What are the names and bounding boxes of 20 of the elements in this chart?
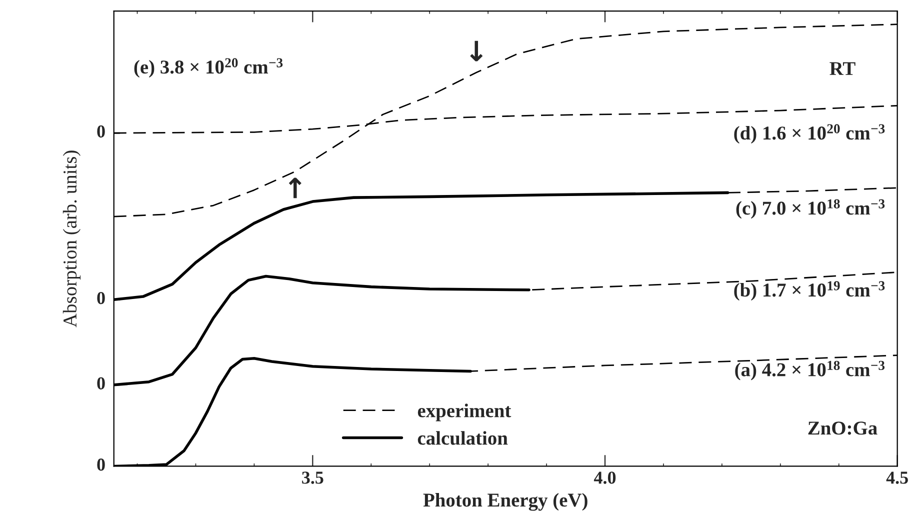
annotation: 0 (97, 458, 105, 471)
annotation: 0 (97, 377, 105, 390)
annotation: 0 (97, 292, 105, 304)
annotation: RT (830, 62, 856, 75)
annotation: (a) 4.2 × 10$^{18}$ cm$^{−3}$ (735, 360, 885, 380)
annotation: (e) 3.8 × 10$^{20}$ cm$^{−3}$ (134, 58, 283, 78)
annotation: 0 (97, 125, 105, 138)
x-tick-label: 3.5 (302, 472, 324, 484)
x-tick-label: 4.5 (886, 472, 908, 484)
annotation: ↑ (288, 178, 302, 198)
annotation: (c) 7.0 × 10$^{18}$ cm$^{−3}$ (736, 199, 885, 219)
x-tick-label: 4.0 (594, 472, 616, 484)
annotation: ZnO:Ga (808, 422, 878, 435)
y-axis-title: Absorption (arb. units) (62, 150, 81, 328)
x-axis-title: Photon Energy (eV) (423, 493, 588, 511)
annotation: (d) 1.6 × 10$^{20}$ cm$^{−3}$ (734, 124, 885, 144)
legend-label: calculation (418, 431, 508, 445)
annotation: ↓ (470, 40, 483, 62)
legend-label: experiment (418, 404, 512, 422)
annotation: (b) 1.7 × 10$^{19}$ cm$^{−3}$ (734, 281, 885, 301)
